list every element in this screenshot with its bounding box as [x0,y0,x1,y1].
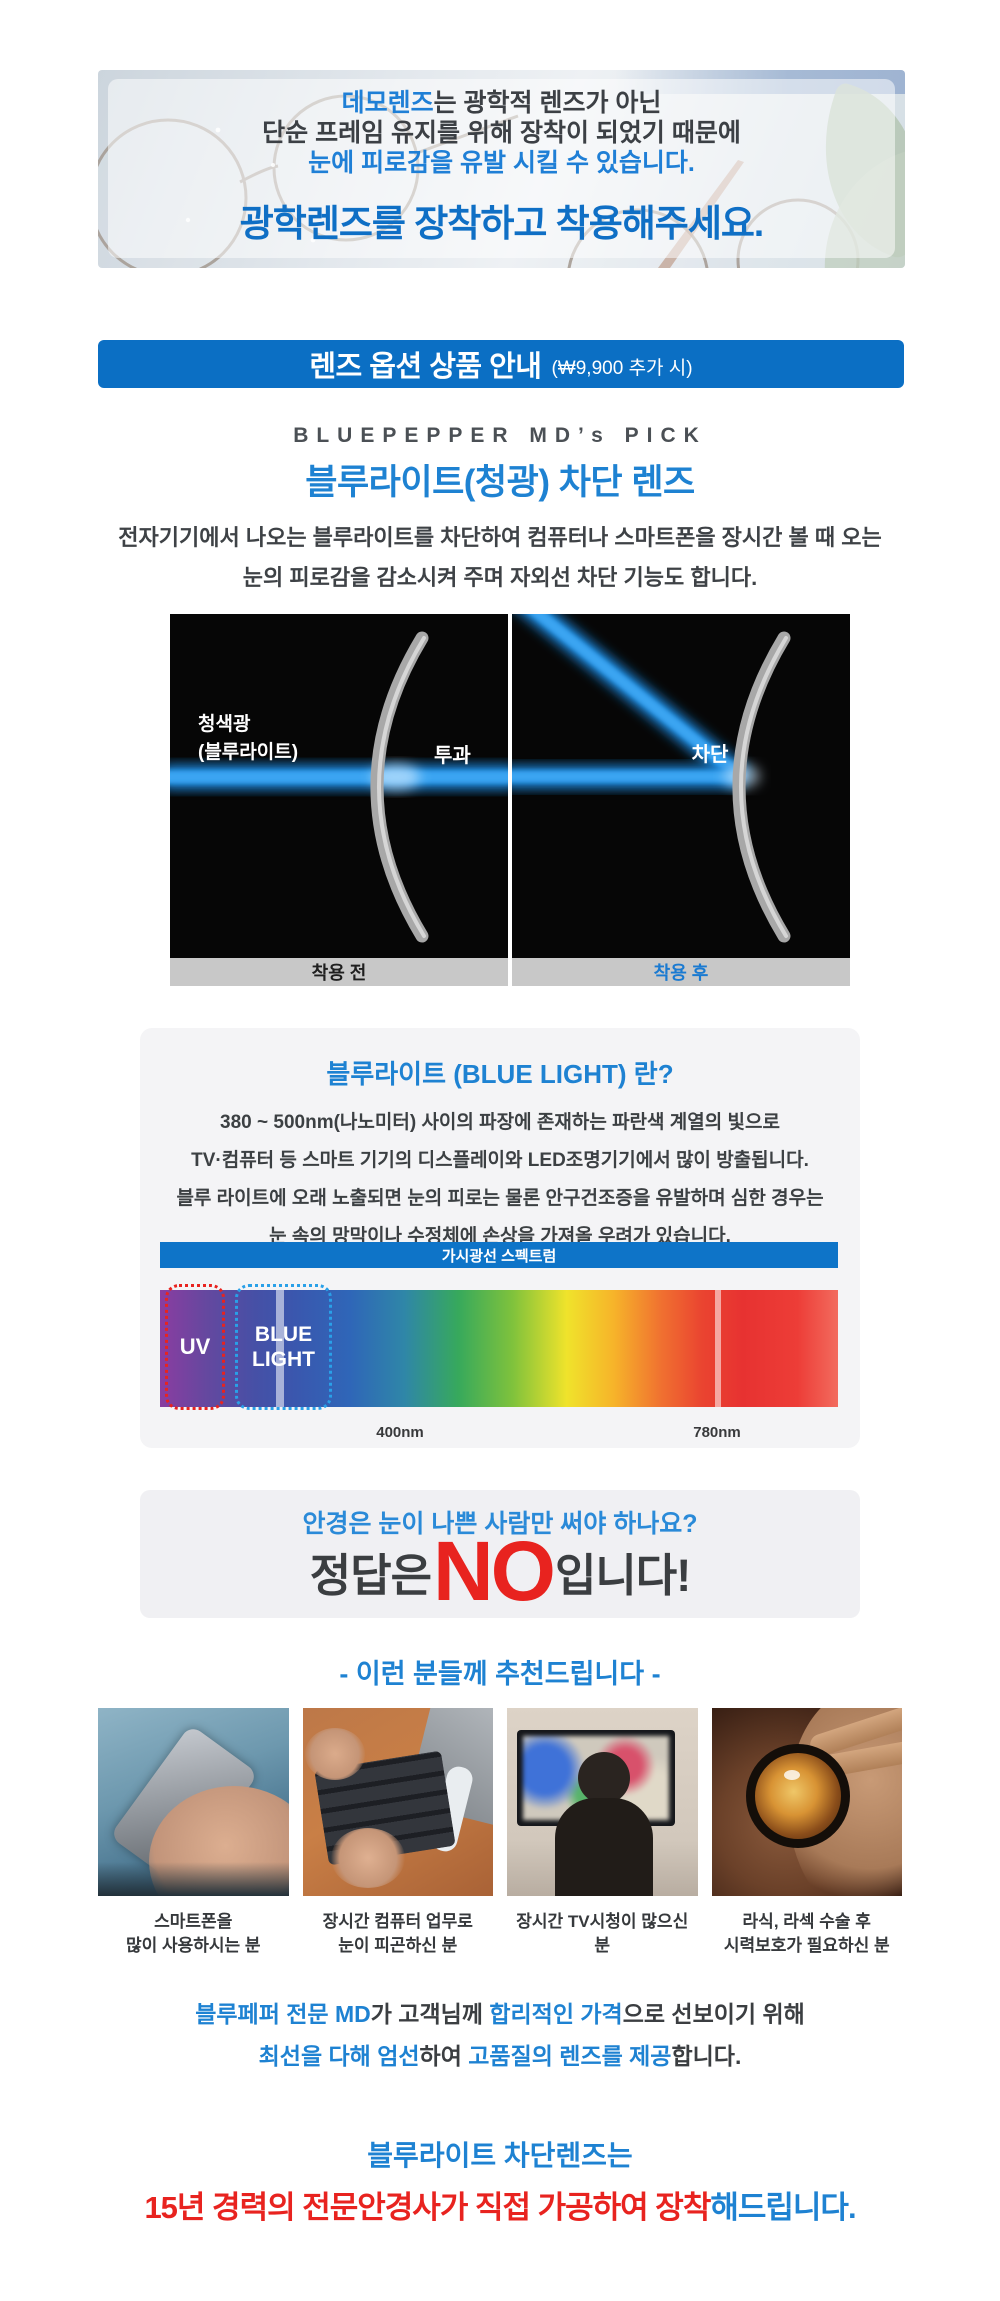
visible-light-spectrum-bar [160,1290,838,1407]
demo-lens-notice-banner: 데모렌즈는 광학적 렌즈가 아닌 단순 프레임 유지를 위해 장착이 되었기 때… [98,70,905,268]
recommend-item-tv: 장시간 TV시청이 많으신 분 [507,1708,698,1958]
recommend-heading: - 이런 분들께 추천드립니다 - [339,1659,661,1689]
bluelight-info-body: 380 ~ 500nm(나노미터) 사이의 파장에 존재하는 파란색 계열의 빛… [176,1112,824,1247]
product-description: 전자기기에서 나오는 블루라이트를 차단하여 컴퓨터나 스마트폰을 장시간 볼 … [0,518,1000,598]
wavelength-400-marker [276,1290,284,1407]
closing-line1: 블루라이트 차단렌즈는 [367,2140,633,2171]
wavelength-780-marker [715,1290,721,1407]
recommend-caption: 장시간 컴퓨터 업무로 눈이 피곤하신 분 [322,1912,473,1955]
md-message: 블루페퍼 전문 MD가 고객님께 합리적인 가격으로 선보이기 위해 최선을 다… [0,1993,1000,2077]
photo-tv-watching [507,1708,698,1896]
banner-headline: 광학렌즈를 장착하고 착용해주세요. [239,203,764,244]
md-pick-eyebrow: BLUEPEPPER MD’s PICK [293,424,707,447]
lens-option-price-note: (₩9,900 추가 시) [551,357,693,379]
banner-line-2: 단순 프레임 유지를 위해 장착이 되었기 때문에 [262,119,741,147]
pass-through-label: 투과 [434,744,471,767]
photo-eye-lens [711,1708,902,1896]
recommend-item-computer: 장시간 컴퓨터 업무로 눈이 피곤하신 분 [302,1708,493,1958]
md-message-line2: 최선을 다해 엄선하여 고품질의 렌즈를 제공합니다. [258,2043,742,2069]
lens-demo-images: 청색광 (블루라이트) 투과 착용 전 차단 착용 후 [170,614,850,986]
bluelight-region-box: BLUE LIGHT [235,1284,332,1410]
recommend-item-smartphone: 스마트폰을 많이 사용하시는 분 [98,1708,289,1958]
banner-line-1: 데모렌즈는 광학적 렌즈가 아닌 [341,89,662,117]
md-message-line1: 블루페퍼 전문 MD가 고객님께 합리적인 가격으로 선보이기 위해 [195,2001,805,2027]
recommend-caption: 장시간 TV시청이 많으신 분 [516,1912,689,1955]
uv-region-box: UV [165,1284,225,1410]
recommend-caption: 라식, 라섹 수술 후 시력보호가 필요하신 분 [723,1912,890,1955]
blue-light-source-label-line1: 청색광 [198,713,251,735]
tick-400nm: 400nm [376,1424,424,1441]
spectrum-header: 가시광선 스펙트럼 [160,1242,838,1268]
recommend-caption: 스마트폰을 많이 사용하시는 분 [125,1912,261,1955]
before-footer-label: 착용 전 [170,958,508,986]
no-word: NO [433,1524,556,1618]
product-title: 블루라이트(청광) 차단 렌즈 [305,463,695,502]
qa-box: 안경은 눈이 나쁜 사람만 써야 하나요? 정답은 NO 입니다! [140,1490,860,1618]
product-description-line1: 전자기기에서 나오는 블루라이트를 차단하여 컴퓨터나 스마트폰을 장시간 볼 … [118,525,882,550]
after-footer-label: 착용 후 [512,958,850,986]
lens-demo-after: 차단 착용 후 [512,614,850,986]
closing-line2: 15년 경력의 전문안경사가 직접 가공하여 장착해드립니다. [144,2190,856,2225]
lens-option-title: 렌즈 옵션 상품 안내 [309,351,542,383]
demo-lens-highlight: 데모렌즈 [341,89,434,117]
blue-light-source-label-line2: (블루라이트) [198,741,298,763]
qa-question: 안경은 눈이 나쁜 사람만 써야 하나요? [302,1510,698,1538]
tick-780nm: 780nm [693,1424,741,1441]
recommend-item-surgery: 라식, 라섹 수술 후 시력보호가 필요하신 분 [711,1708,902,1958]
banner-line-3: 눈에 피로감을 유발 시킬 수 있습니다. [308,149,695,177]
recommend-photos: 스마트폰을 많이 사용하시는 분 장시간 컴퓨터 업무로 눈이 피곤하신 분 [98,1708,902,1958]
lens-demo-before: 청색광 (블루라이트) 투과 착용 전 [170,614,508,986]
bluelight-info-box: 블루라이트 (BLUE LIGHT) 란? 380 ~ 500nm(나노미터) … [140,1028,860,1448]
photo-keyboard-work [302,1708,493,1896]
lens-diagram-before: 청색광 (블루라이트) 투과 [170,614,508,958]
banner-white-overlay [108,79,895,258]
bluelight-info-title: 블루라이트 (BLUE LIGHT) 란? [326,1059,674,1089]
product-description-line2: 눈의 피로감을 감소시켜 주며 자외선 차단 기능도 합니다. [242,565,758,590]
lens-option-bar: 렌즈 옵션 상품 안내 (₩9,900 추가 시) [98,340,904,388]
lens-diagram-after: 차단 [512,614,850,958]
photo-smartphone-user [98,1708,289,1896]
blocked-label: 차단 [692,743,729,766]
qa-answer: 정답은 NO 입니다! [309,1524,691,1618]
